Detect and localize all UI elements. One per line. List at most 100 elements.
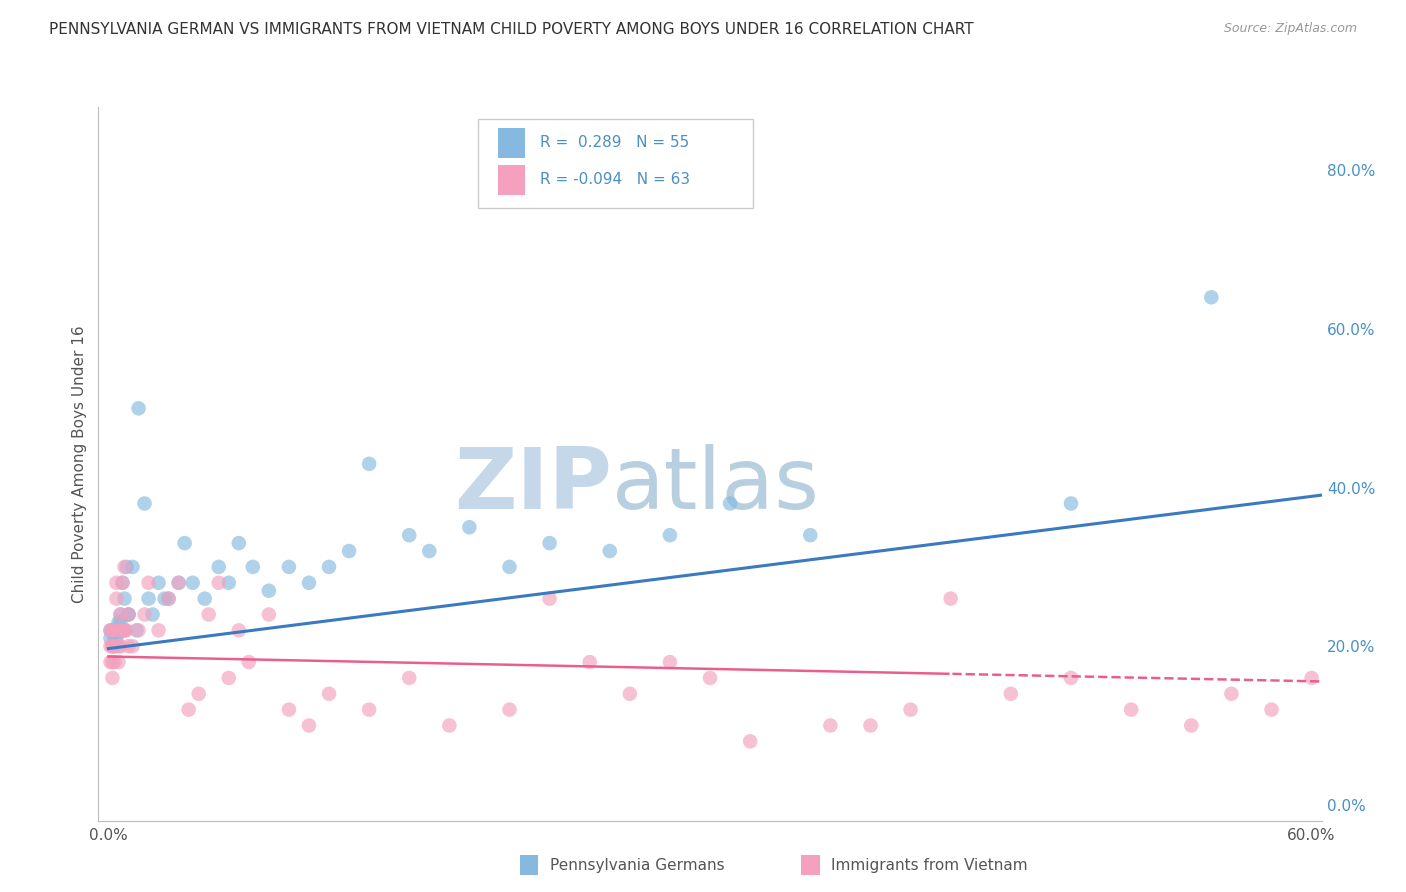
Point: [1260, 703, 1282, 717]
Point: [105, 575, 128, 590]
Text: ZIP: ZIP: [454, 443, 612, 527]
Point: [128, 401, 150, 416]
Point: [128, 624, 150, 638]
Point: [110, 615, 132, 630]
Point: [101, 624, 124, 638]
Point: [134, 496, 156, 510]
Point: [337, 544, 360, 558]
Point: [105, 632, 128, 646]
Point: [142, 607, 165, 622]
Point: [398, 671, 420, 685]
Point: [599, 544, 621, 558]
Point: [318, 560, 340, 574]
Point: [157, 591, 180, 606]
Point: [1060, 671, 1083, 685]
FancyBboxPatch shape: [478, 120, 752, 209]
Point: [538, 591, 561, 606]
Point: [208, 575, 231, 590]
Text: Source: ZipAtlas.com: Source: ZipAtlas.com: [1223, 22, 1357, 36]
Text: Pennsylvania Germans: Pennsylvania Germans: [550, 858, 724, 872]
Point: [277, 560, 299, 574]
Text: Immigrants from Vietnam: Immigrants from Vietnam: [831, 858, 1028, 872]
Point: [1121, 703, 1143, 717]
FancyBboxPatch shape: [498, 165, 526, 194]
Point: [208, 560, 231, 574]
Point: [103, 624, 125, 638]
Point: [359, 703, 381, 717]
Point: [111, 575, 134, 590]
Point: [134, 607, 156, 622]
Point: [257, 607, 280, 622]
Point: [117, 607, 139, 622]
Point: [238, 655, 260, 669]
Point: [900, 703, 922, 717]
Point: [498, 560, 520, 574]
Point: [1060, 496, 1083, 510]
Point: [100, 624, 122, 638]
Point: [318, 687, 340, 701]
Text: R = -0.094   N = 63: R = -0.094 N = 63: [540, 172, 690, 187]
Point: [218, 671, 240, 685]
Point: [114, 624, 136, 638]
Point: [257, 583, 280, 598]
Text: PENNSYLVANIA GERMAN VS IMMIGRANTS FROM VIETNAM CHILD POVERTY AMONG BOYS UNDER 16: PENNSYLVANIA GERMAN VS IMMIGRANTS FROM V…: [49, 22, 974, 37]
Point: [100, 655, 122, 669]
Point: [578, 655, 600, 669]
Point: [101, 639, 124, 653]
Text: atlas: atlas: [612, 443, 820, 527]
Point: [114, 591, 136, 606]
Point: [100, 624, 122, 638]
Point: [218, 575, 240, 590]
Point: [103, 624, 125, 638]
Point: [125, 624, 148, 638]
Point: [100, 639, 122, 653]
Point: [398, 528, 420, 542]
Point: [658, 655, 681, 669]
Point: [1220, 687, 1243, 701]
Point: [1180, 718, 1202, 732]
Point: [101, 639, 124, 653]
Point: [418, 544, 440, 558]
Point: [181, 575, 204, 590]
Point: [820, 718, 842, 732]
Point: [458, 520, 481, 534]
Point: [799, 528, 821, 542]
Point: [277, 703, 299, 717]
Point: [103, 655, 125, 669]
Point: [1000, 687, 1022, 701]
Point: [699, 671, 721, 685]
Point: [101, 655, 124, 669]
Point: [121, 639, 143, 653]
Point: [167, 575, 190, 590]
Point: [194, 591, 217, 606]
Y-axis label: Child Poverty Among Boys Under 16: Child Poverty Among Boys Under 16: [72, 325, 87, 603]
Point: [228, 624, 250, 638]
Point: [117, 607, 139, 622]
Point: [197, 607, 219, 622]
Point: [107, 624, 129, 638]
Point: [157, 591, 180, 606]
Point: [153, 591, 176, 606]
Point: [105, 591, 128, 606]
Point: [110, 607, 132, 622]
Point: [103, 632, 125, 646]
Point: [111, 624, 134, 638]
Point: [117, 607, 139, 622]
Point: [121, 560, 143, 574]
Point: [107, 624, 129, 638]
Point: [228, 536, 250, 550]
Point: [114, 560, 136, 574]
Point: [173, 536, 195, 550]
Point: [105, 624, 128, 638]
Point: [148, 624, 170, 638]
Point: [1301, 671, 1323, 685]
Point: [107, 639, 129, 653]
Point: [103, 639, 125, 653]
Point: [242, 560, 264, 574]
Point: [115, 624, 138, 638]
Point: [187, 687, 209, 701]
Point: [107, 655, 129, 669]
Point: [138, 591, 160, 606]
Point: [115, 560, 138, 574]
Point: [177, 703, 200, 717]
